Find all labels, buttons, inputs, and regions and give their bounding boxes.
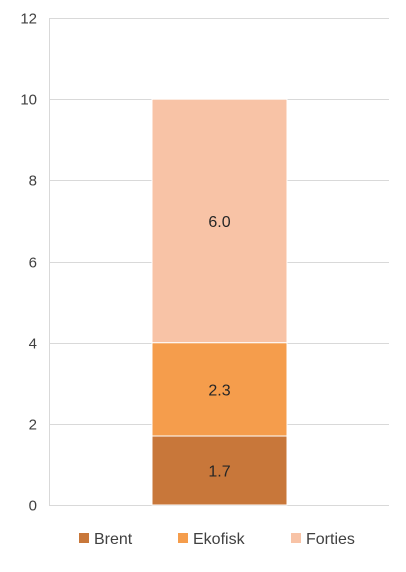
y-tick-label: 10 (20, 92, 37, 109)
bar-segments (151, 98, 288, 506)
y-tick-label: 8 (29, 173, 37, 190)
legend: Brent Ekofisk Forties (79, 531, 355, 548)
legend-swatch-brent (79, 533, 89, 543)
data-label-ekofisk: 2.3 (208, 382, 230, 399)
data-label-brent: 1.7 (208, 464, 230, 481)
y-tick-label: 2 (29, 417, 37, 434)
legend-label-ekofisk: Ekofisk (193, 531, 246, 548)
legend-swatch-forties (291, 533, 301, 543)
y-tick-label: 6 (29, 255, 37, 272)
data-labels: 1.7 2.3 6.0 (208, 214, 230, 481)
data-label-forties: 6.0 (208, 214, 230, 231)
legend-swatch-ekofisk (178, 533, 188, 543)
bar-segment-ekofisk (151, 342, 288, 437)
bar-segment-forties (151, 98, 288, 344)
y-tick-label: 12 (20, 11, 37, 28)
y-tick-label: 4 (29, 336, 37, 353)
legend-label-brent: Brent (94, 531, 133, 548)
y-tick-label: 0 (29, 498, 37, 515)
legend-label-forties: Forties (306, 531, 355, 548)
bar-segment-brent (151, 435, 288, 506)
y-axis: 0 2 4 6 8 10 12 (20, 11, 37, 515)
